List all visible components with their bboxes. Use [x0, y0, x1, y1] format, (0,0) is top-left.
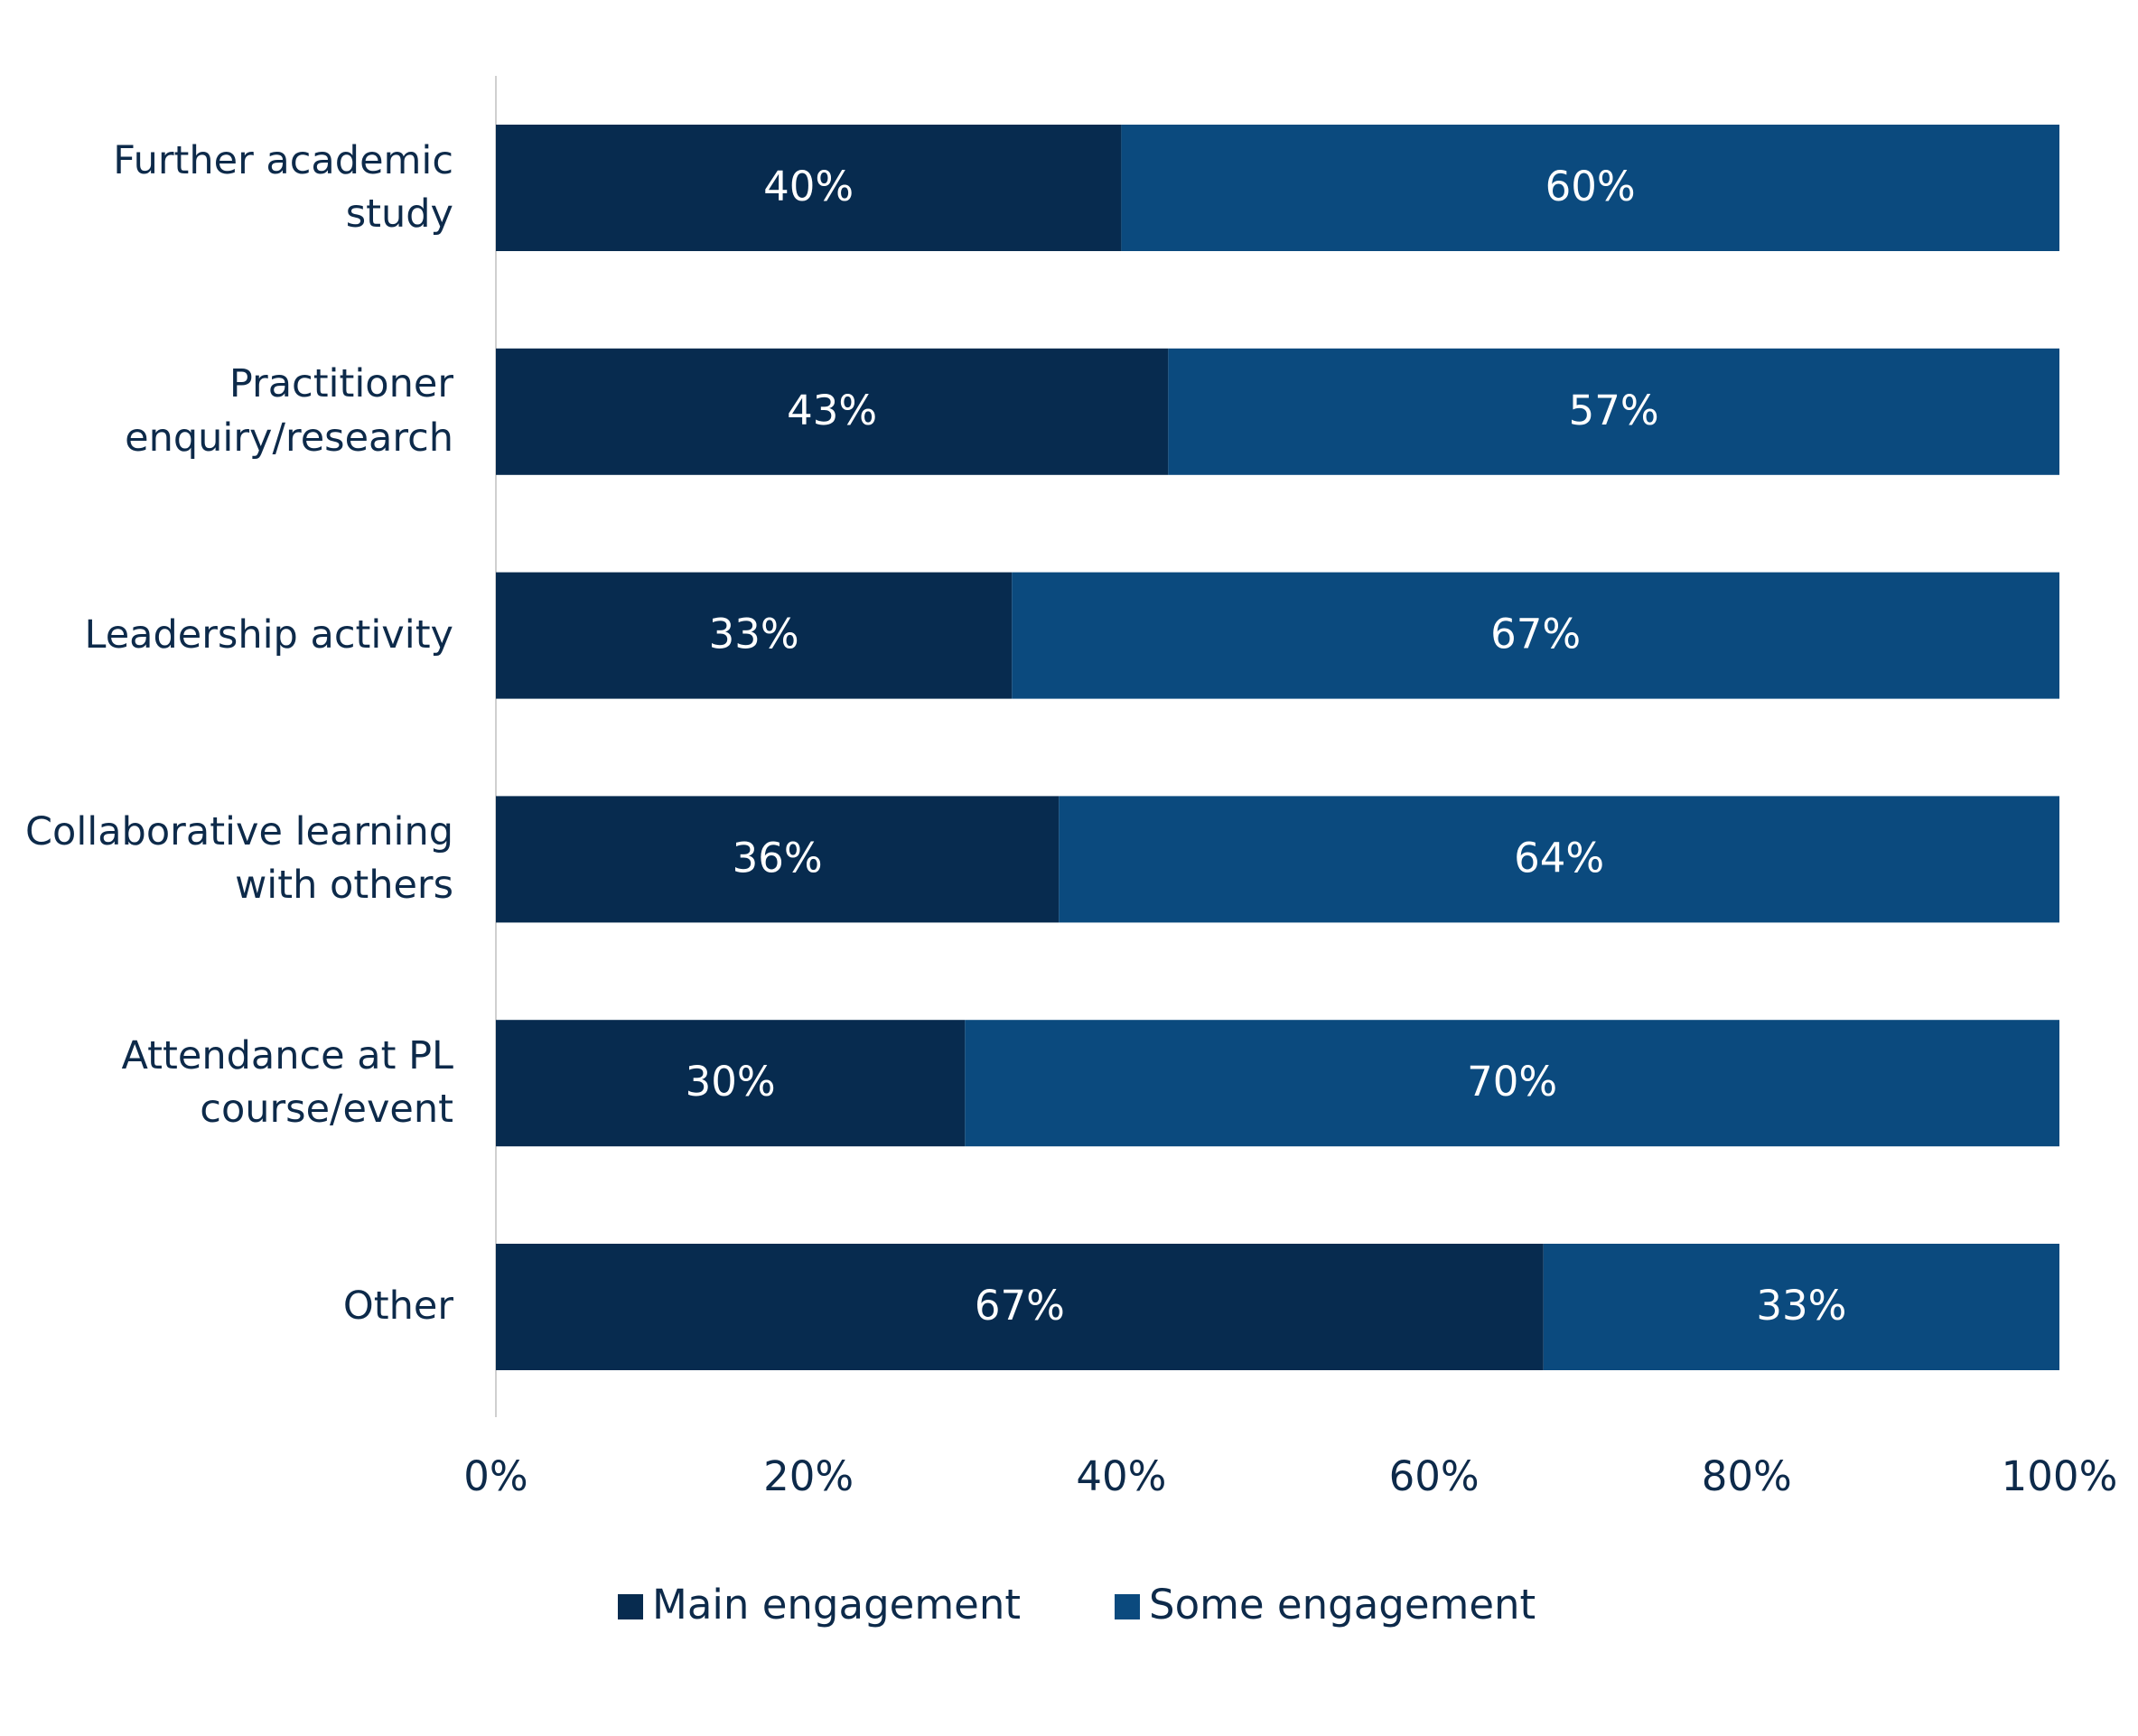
bar-segment: [496, 1020, 966, 1147]
bar-segment: [1012, 572, 2059, 699]
category-label-box: Attendance at PL course/event: [121, 1032, 453, 1133]
data-label: 57%: [1569, 387, 1659, 434]
data-label: 40%: [763, 163, 854, 210]
y-tick-label: Practitioner enquiry/research: [125, 361, 453, 461]
bar-segment: [496, 1244, 1544, 1370]
category-label-box: Other: [342, 1283, 453, 1330]
bar-segment: [496, 572, 1013, 699]
legend-swatch: [618, 1594, 643, 1619]
category-label-box: Leadership activity: [84, 611, 454, 658]
category-label-box: Collaborative learning with others: [24, 809, 453, 909]
bar-segment: [496, 348, 1169, 475]
data-label: 70%: [1467, 1058, 1557, 1106]
bar-segment: [1543, 1244, 2059, 1370]
bar-segment: [965, 1020, 2059, 1147]
category-label-box: Further academic study: [113, 137, 453, 237]
category-label-box: Practitioner enquiry/research: [125, 361, 453, 461]
data-label: 30%: [686, 1058, 776, 1106]
data-label: 67%: [1490, 611, 1581, 658]
data-label: 36%: [733, 834, 823, 882]
x-tick-label: 80%: [1702, 1452, 1792, 1500]
x-tick-label: 100%: [2002, 1452, 2118, 1500]
x-tick-label: 0%: [463, 1452, 527, 1500]
data-label: 64%: [1514, 834, 1604, 882]
legend-label: Some engagement: [1149, 1581, 1536, 1629]
y-tick-label: Collaborative learning with others: [24, 809, 453, 909]
bar-segment: [1059, 796, 2059, 923]
y-tick-label: Attendance at PL course/event: [121, 1032, 453, 1133]
y-tick-label: Other: [342, 1283, 453, 1330]
data-label: 67%: [975, 1282, 1065, 1330]
x-tick-label: 40%: [1076, 1452, 1166, 1500]
y-tick-label: Leadership activity: [84, 611, 454, 658]
bar-segment: [496, 125, 1122, 251]
data-label: 33%: [709, 611, 799, 658]
bar-segment: [496, 796, 1060, 923]
legend-swatch: [1115, 1594, 1140, 1619]
bar-segment: [1121, 125, 2059, 251]
legend-label: Main engagement: [652, 1581, 1021, 1629]
y-tick-label: Further academic study: [113, 137, 453, 237]
x-tick-label: 20%: [763, 1452, 854, 1500]
x-tick-label: 60%: [1389, 1452, 1480, 1500]
data-label: 43%: [787, 387, 877, 434]
data-label: 60%: [1545, 163, 1636, 210]
bar-segment: [1168, 348, 2059, 475]
data-label: 33%: [1756, 1282, 1846, 1330]
